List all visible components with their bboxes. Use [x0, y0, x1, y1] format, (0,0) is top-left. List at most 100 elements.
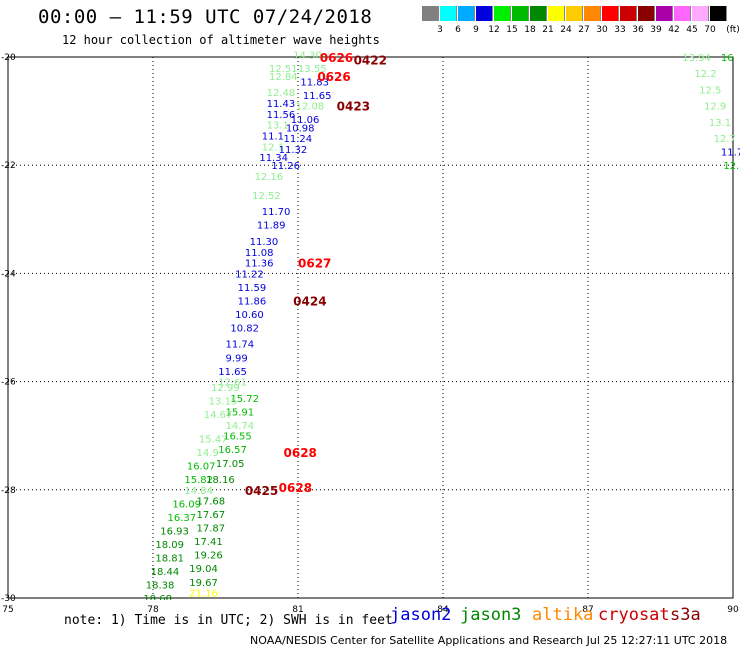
y-tick-label: -22: [1, 161, 16, 171]
y-tick-label: -28: [1, 486, 16, 496]
swh-value: 11.32: [279, 145, 308, 156]
swh-value: 16.93: [160, 526, 189, 537]
legend-swatch: [674, 6, 691, 21]
legend-swatch: [530, 6, 547, 21]
pass-label: 0626: [317, 70, 350, 84]
pass-label: 0628: [284, 446, 317, 460]
legend-label: 45: [686, 25, 698, 35]
legend-swatch: [548, 6, 565, 21]
swh-value: 9.99: [226, 353, 248, 364]
legend-swatch: [692, 6, 709, 21]
swh-value: 12.1: [262, 142, 284, 153]
swh-value: 11.86: [238, 296, 267, 307]
x-tick-label: 75: [2, 605, 13, 615]
swh-value: 10.98: [286, 123, 315, 134]
legend-swatch: [584, 6, 601, 21]
swh-value: 11.70: [262, 207, 291, 218]
swh-value: 13.1: [267, 121, 289, 132]
satellite-jason2: jason2: [390, 605, 452, 625]
swh-value: 14.9: [197, 448, 219, 459]
swh-value: 11.34: [259, 153, 288, 164]
pass-label: 0423: [337, 100, 370, 114]
swh-value: 16: [721, 53, 734, 64]
swh-value: 18.81: [155, 553, 184, 564]
legend-swatch: [512, 6, 529, 21]
legend-label: 15: [506, 25, 518, 35]
swh-value: 18.09: [155, 540, 184, 551]
legend-label: 9: [473, 25, 479, 35]
pass-label: 0422: [354, 54, 387, 68]
x-tick-label: 84: [437, 605, 449, 615]
swh-value: 14.30: [293, 50, 322, 61]
pass-label: 0628: [279, 481, 312, 495]
swh-value: 11.59: [238, 283, 267, 294]
swh-value: 11.36: [245, 259, 274, 270]
swh-value: 11.24: [284, 134, 313, 145]
legend-label: 24: [560, 25, 572, 35]
swh-value: 14.84: [184, 486, 213, 497]
swh-value: 21.16: [189, 589, 218, 600]
swh-value: 11.7: [721, 148, 740, 159]
satellite-jason3: jason3: [460, 605, 522, 625]
x-tick-label: 90: [727, 605, 739, 615]
swh-value: 16.37: [168, 513, 197, 524]
swh-value: 10.60: [235, 310, 264, 321]
legend-swatch: [458, 6, 475, 21]
pass-label: 0424: [293, 294, 326, 308]
swh-value: 17.68: [197, 497, 226, 508]
swh-value: 11.1: [262, 131, 284, 142]
swh-value: 11.30: [250, 237, 279, 248]
swh-value: 12.7: [714, 134, 736, 145]
chart-subtitle: 12 hour collection of altimeter wave hei…: [62, 33, 380, 47]
swh-value: 15.82: [184, 475, 213, 486]
swh-value: 11.56: [267, 110, 296, 121]
swh-value: 14.74: [226, 421, 255, 432]
swh-value: 12.2: [694, 69, 716, 80]
swh-value: 12.16: [255, 172, 284, 183]
y-tick-label: -26: [1, 378, 16, 388]
y-tick-label: -20: [1, 53, 16, 63]
swh-value: 11.26: [271, 161, 300, 172]
swh-value: 13.55: [298, 64, 327, 75]
swh-value: 18.16: [206, 475, 235, 486]
swh-value: 10.82: [230, 324, 259, 335]
swh-value: 13.94: [682, 53, 711, 64]
swh-value: 11.65: [303, 91, 332, 102]
pass-label: 0425: [245, 484, 278, 498]
legend-swatch: [422, 6, 439, 21]
chart-title: 00:00 – 11:59 UTC 07/24/2018: [38, 6, 373, 28]
swh-value: 11.43: [267, 99, 296, 110]
legend-label: 6: [455, 25, 461, 35]
swh-value: 12.08: [296, 102, 325, 113]
legend-swatch: [494, 6, 511, 21]
legend-label: 30: [596, 25, 608, 35]
legend-swatch: [656, 6, 673, 21]
swh-value: 19.26: [194, 551, 223, 562]
swh-value: 17.87: [197, 524, 226, 535]
legend-label: 18: [524, 25, 536, 35]
swh-value: 11.83: [300, 77, 329, 88]
color-legend: 3 6 9 12 15 18 21 24 27 30 33 36 39 42 45 70 (ft): [422, 6, 740, 36]
legend-swatch: [476, 6, 493, 21]
swh-value: 18.68: [143, 594, 172, 605]
legend-label: 70: [704, 25, 716, 35]
x-tick-label: 78: [147, 605, 159, 615]
swh-value: 12.52: [252, 191, 281, 202]
swh-value: 16.57: [218, 445, 247, 456]
swh-value: 12.9: [704, 102, 726, 113]
x-tick-label: 81: [292, 605, 303, 615]
legend-label: 3: [437, 25, 443, 35]
legend-swatch: [710, 6, 727, 21]
swh-value: 18.38: [146, 580, 175, 591]
swh-value: 15.91: [226, 407, 255, 418]
satellite-altika: altika: [532, 605, 594, 625]
swh-value: 12.61: [218, 378, 247, 389]
satellite-s3a: s3a: [670, 605, 701, 625]
legend-swatch: [638, 6, 655, 21]
legend-label: 39: [650, 25, 662, 35]
swh-value: 12.51: [269, 64, 298, 75]
legend-label: 36: [632, 25, 644, 35]
y-tick-label: -30: [1, 594, 16, 604]
swh-value: 19.04: [189, 564, 218, 575]
